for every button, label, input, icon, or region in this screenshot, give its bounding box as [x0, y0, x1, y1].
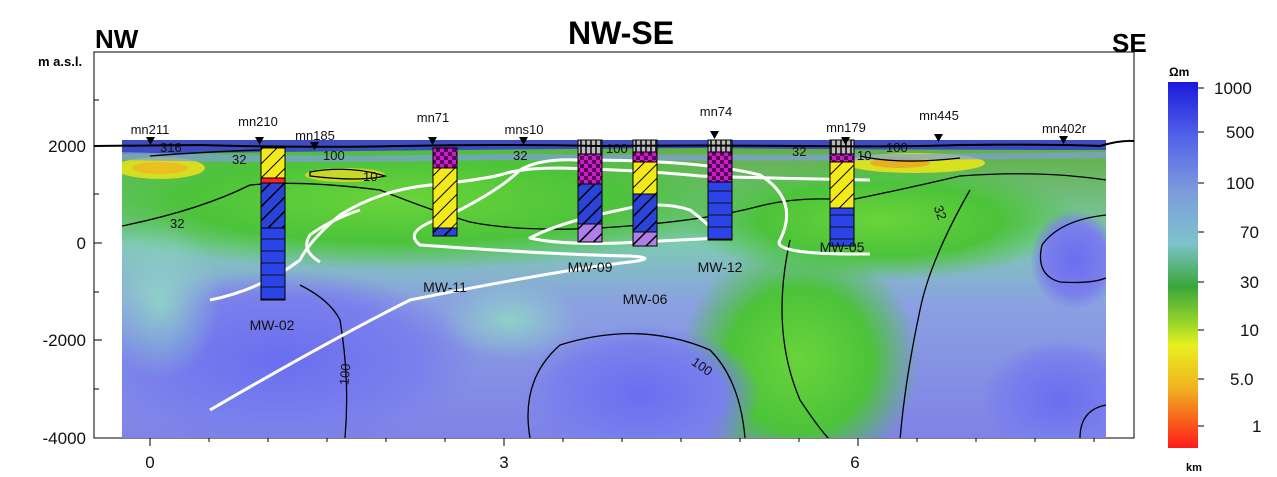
colorbar-tick: 30: [1240, 273, 1259, 292]
contour-label: 100: [336, 363, 353, 386]
station-label: mn210: [238, 114, 278, 129]
y-tick-label: 0: [77, 234, 86, 253]
borehole-mw-02: [260, 147, 286, 301]
x-tick-label: 3: [499, 453, 508, 472]
contour-label: 100: [606, 141, 628, 156]
y-tick-label: 2000: [48, 137, 86, 156]
x-axis-label: km: [1186, 462, 1202, 474]
colorbar-tick: 100: [1226, 174, 1254, 193]
station-label: mns10: [504, 122, 543, 137]
colorbar-tick: 1: [1252, 417, 1261, 436]
x-tick-label: 0: [145, 453, 154, 472]
contour-label: 100: [323, 148, 345, 163]
station-label: mn185: [295, 128, 335, 143]
station-markers: [146, 131, 1068, 150]
station-labels: mn211 mn210 mn185 mn71 mns10 mn74 mn179 …: [131, 104, 1087, 143]
borehole-mw-12: [707, 139, 733, 241]
figure-title: NW-SE: [568, 15, 674, 51]
colorbar-tick: 70: [1240, 223, 1259, 242]
y-axis-label: m a.s.l.: [38, 54, 82, 69]
x-axis: [149, 438, 1095, 446]
contour-label: 316: [160, 140, 182, 155]
well-label: MW-05: [820, 239, 865, 255]
borehole-mw-09: [577, 139, 603, 243]
colorbar-gradient: [1168, 82, 1198, 448]
colorbar: Ωm 1000 500 100 70 30 10 5.0 1: [1168, 65, 1261, 448]
colorbar-tick: 1000: [1214, 79, 1252, 98]
se-label: SE: [1112, 28, 1147, 58]
borehole-mw-05: [829, 139, 855, 247]
station-label: mn71: [417, 110, 450, 125]
x-tick-label: 6: [850, 453, 859, 472]
y-tick-label: -4000: [43, 429, 86, 448]
colorbar-tick: 5.0: [1230, 370, 1254, 389]
station-label: mn402r: [1042, 121, 1087, 136]
station-label: mn74: [700, 104, 733, 119]
borehole-mw-11: [432, 147, 458, 237]
y-axis: [94, 99, 102, 439]
well-label: MW-06: [623, 291, 668, 307]
topography-line: [93, 139, 1135, 148]
colorbar-tick: 10: [1240, 321, 1259, 340]
colorbar-unit: Ωm: [1169, 65, 1189, 79]
y-tick-label: -2000: [43, 331, 86, 350]
contour-label: 32: [232, 152, 246, 167]
nw-label: NW: [95, 24, 139, 54]
well-labels: MW-02 MW-11 MW-09 MW-06 MW-12 MW-05: [250, 239, 865, 333]
contour-label: 10: [857, 148, 871, 163]
well-label: MW-02: [250, 317, 295, 333]
well-label: MW-12: [698, 259, 743, 275]
station-label: mn445: [919, 108, 959, 123]
colorbar-tick: 500: [1226, 123, 1254, 142]
contour-label: 32: [931, 203, 950, 222]
well-label: MW-11: [423, 279, 467, 295]
contour-label: 32: [792, 144, 806, 159]
contour-label: 100: [886, 140, 908, 155]
contour-label: 32: [513, 148, 527, 163]
well-label: MW-09: [568, 259, 613, 275]
contour-label: 32: [170, 216, 184, 231]
station-label: mn179: [826, 120, 866, 135]
borehole-mw-06: [632, 139, 658, 247]
contour-label: 10: [363, 169, 377, 184]
station-label: mn211: [131, 122, 170, 137]
